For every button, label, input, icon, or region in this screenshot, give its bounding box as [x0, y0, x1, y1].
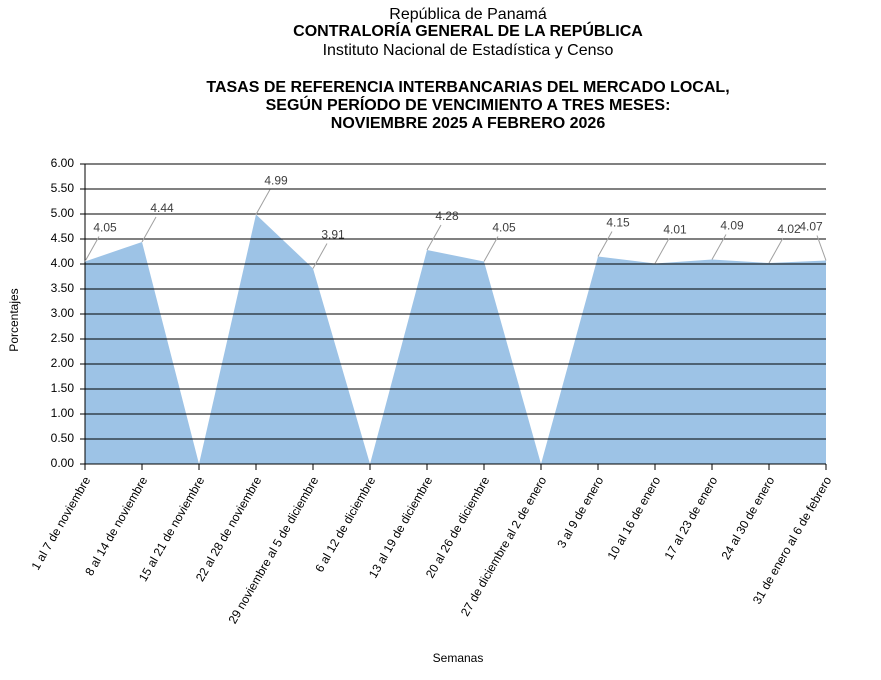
leader-line — [654, 238, 670, 264]
x-tick-label: 10 al 16 de enero — [605, 474, 664, 562]
y-tick-label: 5.50 — [51, 181, 75, 195]
data-label: 3.91 — [321, 228, 345, 242]
header-line: CONTRALORÍA GENERAL DE LA REPÚBLICA — [293, 21, 643, 40]
leader-line — [426, 224, 442, 251]
y-tick-label: 5.00 — [51, 206, 75, 220]
leader-line — [312, 243, 328, 269]
leader-line — [483, 236, 499, 262]
data-label: 4.44 — [150, 201, 174, 215]
data-label: 4.01 — [663, 223, 687, 237]
x-tick-label: 20 al 26 de diciembre — [423, 474, 493, 581]
y-tick-label: 2.50 — [51, 331, 75, 345]
leader-line — [816, 235, 827, 261]
y-tick-label: 0.00 — [51, 456, 75, 470]
x-tick-label: 22 al 28 de noviembre — [193, 474, 265, 584]
leader-line — [141, 216, 157, 243]
chart-title: NOVIEMBRE 2025 A FEBRERO 2026 — [331, 115, 606, 132]
header-line: Instituto Nacional de Estadística y Cens… — [323, 42, 614, 59]
leader-line — [255, 189, 271, 215]
y-axis-label: Porcentajes — [7, 288, 21, 351]
y-tick-label: 2.00 — [51, 356, 75, 370]
data-label: 4.05 — [93, 221, 117, 235]
leader-line — [711, 234, 727, 260]
x-tick-label: 17 al 23 de enero — [662, 474, 721, 562]
y-tick-label: 4.50 — [51, 231, 75, 245]
data-label: 4.05 — [492, 221, 516, 235]
header-line: República de Panamá — [389, 6, 547, 23]
data-label: 4.28 — [435, 209, 459, 223]
leader-line — [84, 236, 100, 262]
x-tick-label: 3 al 9 de enero — [554, 474, 606, 551]
data-label: 4.09 — [720, 219, 744, 233]
y-tick-label: 1.00 — [51, 406, 75, 420]
y-tick-label: 6.00 — [51, 156, 75, 170]
y-tick-label: 3.00 — [51, 306, 75, 320]
data-label: 4.02 — [777, 222, 801, 236]
x-tick-label: 24 al 30 de enero — [719, 474, 778, 562]
x-tick-label: 6 al 12 de diciembre — [312, 474, 378, 575]
leader-line — [768, 237, 784, 264]
y-tick-label: 4.00 — [51, 256, 75, 270]
x-tick-label: 8 al 14 de noviembre — [82, 474, 150, 578]
leader-line — [597, 231, 613, 257]
chart-title: SEGÚN PERÍODO DE VENCIMIENTO A TRES MESE… — [266, 95, 671, 114]
data-label: 4.07 — [799, 220, 823, 234]
x-tick-label: 15 al 21 de noviembre — [136, 474, 208, 584]
chart-title: TASAS DE REFERENCIA INTERBANCARIAS DEL M… — [206, 79, 729, 96]
x-tick-label: 1 al 7 de noviembre — [29, 474, 94, 573]
data-label: 4.15 — [606, 216, 630, 230]
data-label: 4.99 — [264, 174, 288, 188]
x-axis-label: Semanas — [433, 651, 484, 665]
y-tick-label: 3.50 — [51, 281, 75, 295]
y-tick-label: 1.50 — [51, 381, 75, 395]
x-tick-label: 13 al 19 de diciembre — [366, 474, 436, 581]
y-tick-label: 0.50 — [51, 431, 75, 445]
